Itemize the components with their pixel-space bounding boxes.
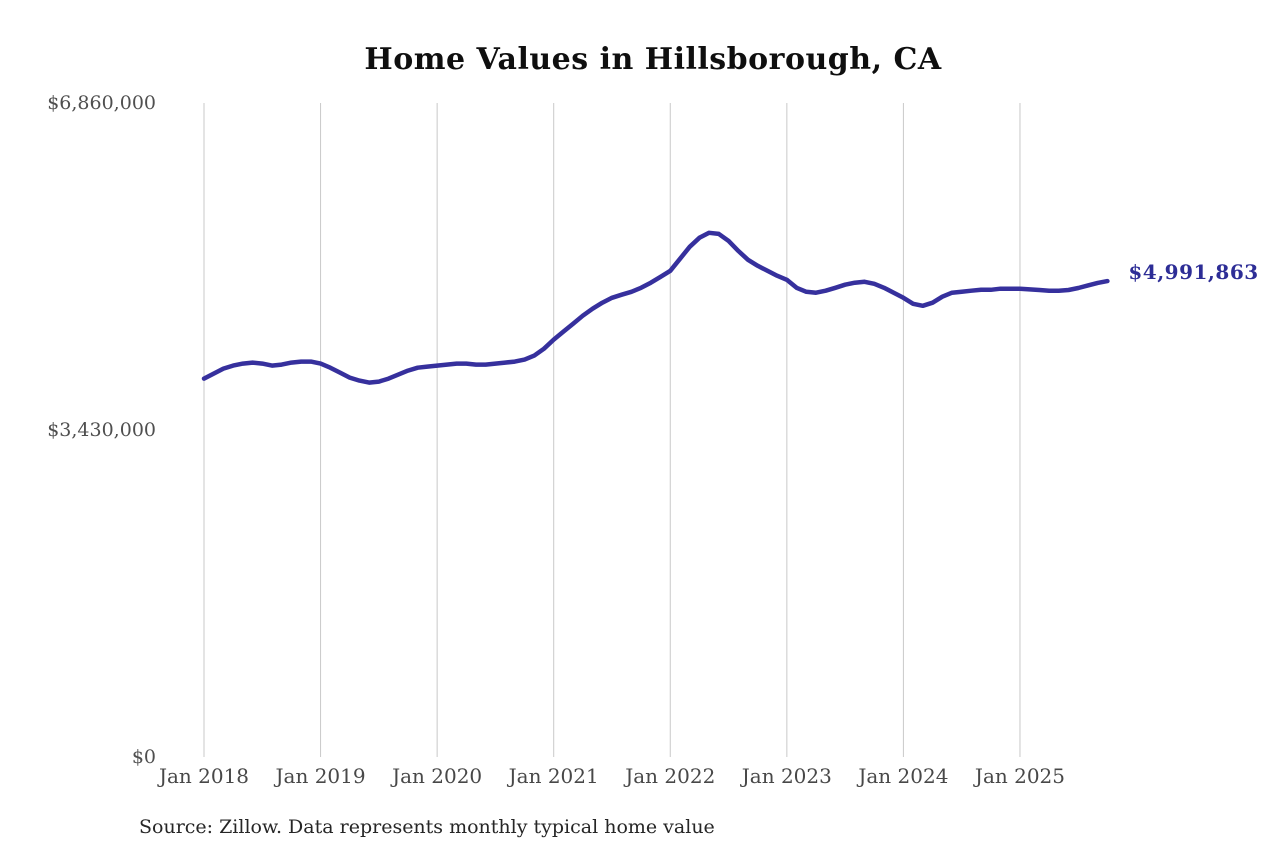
- x-tick-label: Jan 2023: [741, 764, 832, 788]
- chart-title: Home Values in Hillsborough, CA: [364, 42, 942, 77]
- x-tick-label: Jan 2019: [275, 764, 366, 788]
- line-end-value-label: $4,991,863: [1128, 260, 1259, 285]
- y-tick-label: $0: [131, 746, 156, 768]
- y-tick-label: $3,430,000: [47, 419, 156, 441]
- home-value-line: [201, 230, 1110, 385]
- source-note: Source: Zillow. Data represents monthly …: [139, 816, 715, 838]
- x-tick-label: Jan 2024: [858, 764, 949, 788]
- x-tick-label: Jan 2025: [974, 764, 1065, 788]
- x-tick-label: Jan 2021: [508, 764, 599, 788]
- x-tick-label: Jan 2022: [625, 764, 716, 788]
- x-tick-label: Jan 2020: [392, 764, 483, 788]
- y-tick-label: $6,860,000: [47, 92, 156, 114]
- x-tick-label: Jan 2018: [158, 764, 250, 788]
